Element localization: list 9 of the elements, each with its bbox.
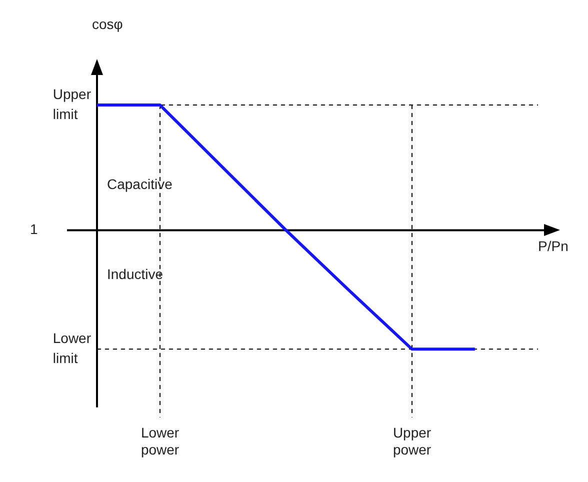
ref-line-label: Upper limit <box>52 86 92 122</box>
text: cosφ <box>92 16 123 32</box>
ref-line-label: Lower limit <box>52 330 92 366</box>
annotation: Inductive <box>107 266 164 282</box>
x-axis-title: P/Pn <box>538 238 568 254</box>
text: 1 <box>30 221 38 238</box>
annotation: Capacitive <box>107 176 173 192</box>
x-tick-label: Upper power <box>392 424 432 458</box>
x-tick-label: Lower power <box>140 424 180 458</box>
